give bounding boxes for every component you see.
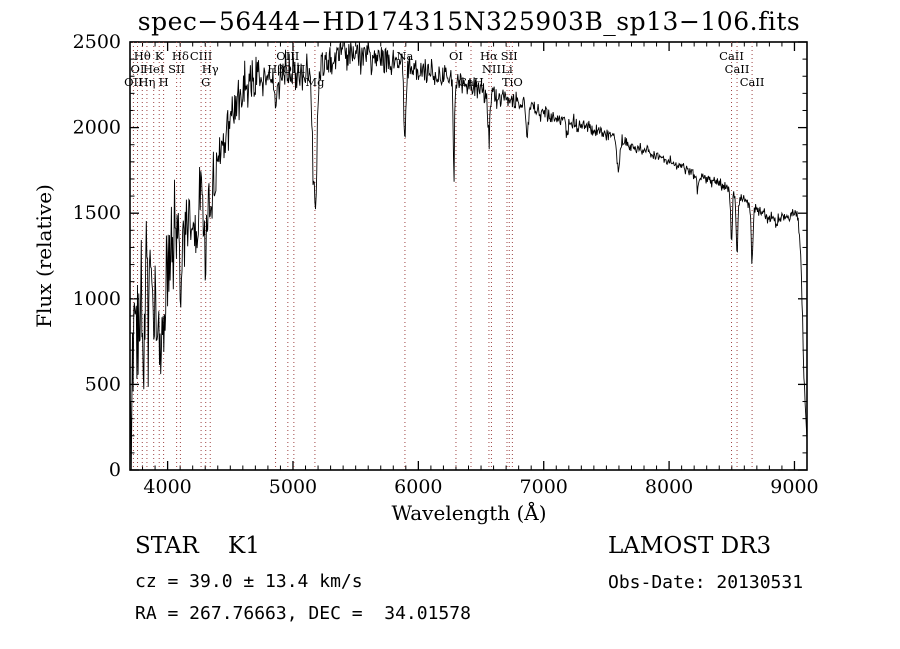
ra-dec-text: RA = 267.76663, DEC = 34.01578 [135, 603, 471, 624]
y-tick-label: 1500 [73, 202, 121, 224]
spectral-line-label: OI [131, 62, 145, 76]
axes: 4000 5000 6000 7000 8000 9000 0 500 1000 1500 2000… [73, 31, 819, 498]
y-tick-label: 0 [109, 459, 121, 481]
y-tick-label: 500 [85, 373, 121, 395]
spectral-line-label: K [155, 49, 164, 63]
x-axis-label: Wavelength (Å) [391, 501, 547, 525]
spectral-line-label: OIII [276, 49, 299, 63]
spectral-line-label: CaII [725, 62, 750, 76]
spectral-line-label: Mg [305, 75, 325, 89]
y-tick-label: 2500 [73, 31, 121, 53]
spectral-line-label: HeI [143, 62, 164, 76]
spectral-line-label: Hγ [202, 62, 219, 76]
x-tick-label: 6000 [394, 476, 442, 498]
spectral-line-label: H [159, 75, 169, 89]
x-tick-label: 9000 [770, 476, 818, 498]
survey-name: LAMOST DR3 [608, 533, 772, 559]
spectral-line-label: CaII [740, 75, 765, 89]
spectrum-line [129, 41, 808, 471]
x-tick-label: 5000 [269, 476, 317, 498]
spectral-line-label: Hθ [134, 49, 151, 63]
spectral-line-label: NII [482, 62, 501, 76]
x-tick-label: 7000 [520, 476, 568, 498]
spectral-line-label: OI [449, 49, 463, 63]
spectral-line-label: Li [501, 62, 513, 76]
spectral-line-label: SII [501, 49, 518, 63]
obs-date-text: Obs-Date: 20130531 [608, 572, 804, 593]
cz-velocity-text: cz = 39.0 ± 13.4 km/s [135, 571, 363, 592]
spectral-line-label: G [201, 75, 210, 89]
spectrum-trace [129, 41, 808, 471]
x-tick-label: 4000 [143, 476, 191, 498]
spectral-line-label: SII [168, 62, 185, 76]
spectral-line-label: CaII [719, 49, 744, 63]
y-tick-label: 2000 [73, 117, 121, 139]
page-title: spec−56444−HD174315N325903B_sp13−106.fit… [137, 7, 801, 36]
spectral-line-label: CIII [190, 49, 212, 63]
y-tick-label: 1000 [73, 288, 121, 310]
spectral-line-label: TiO [502, 75, 523, 89]
spectral-line-label: Hδ [172, 49, 189, 63]
spectral-line-label: Hα [480, 49, 498, 63]
x-tick-label: 8000 [645, 476, 693, 498]
object-class-label: STAR K1 [135, 533, 260, 559]
spectral-line-label: Hη [138, 75, 155, 89]
spectrum-plot: 4000 5000 6000 7000 8000 9000 0 500 1000 1500 2000… [73, 31, 819, 498]
